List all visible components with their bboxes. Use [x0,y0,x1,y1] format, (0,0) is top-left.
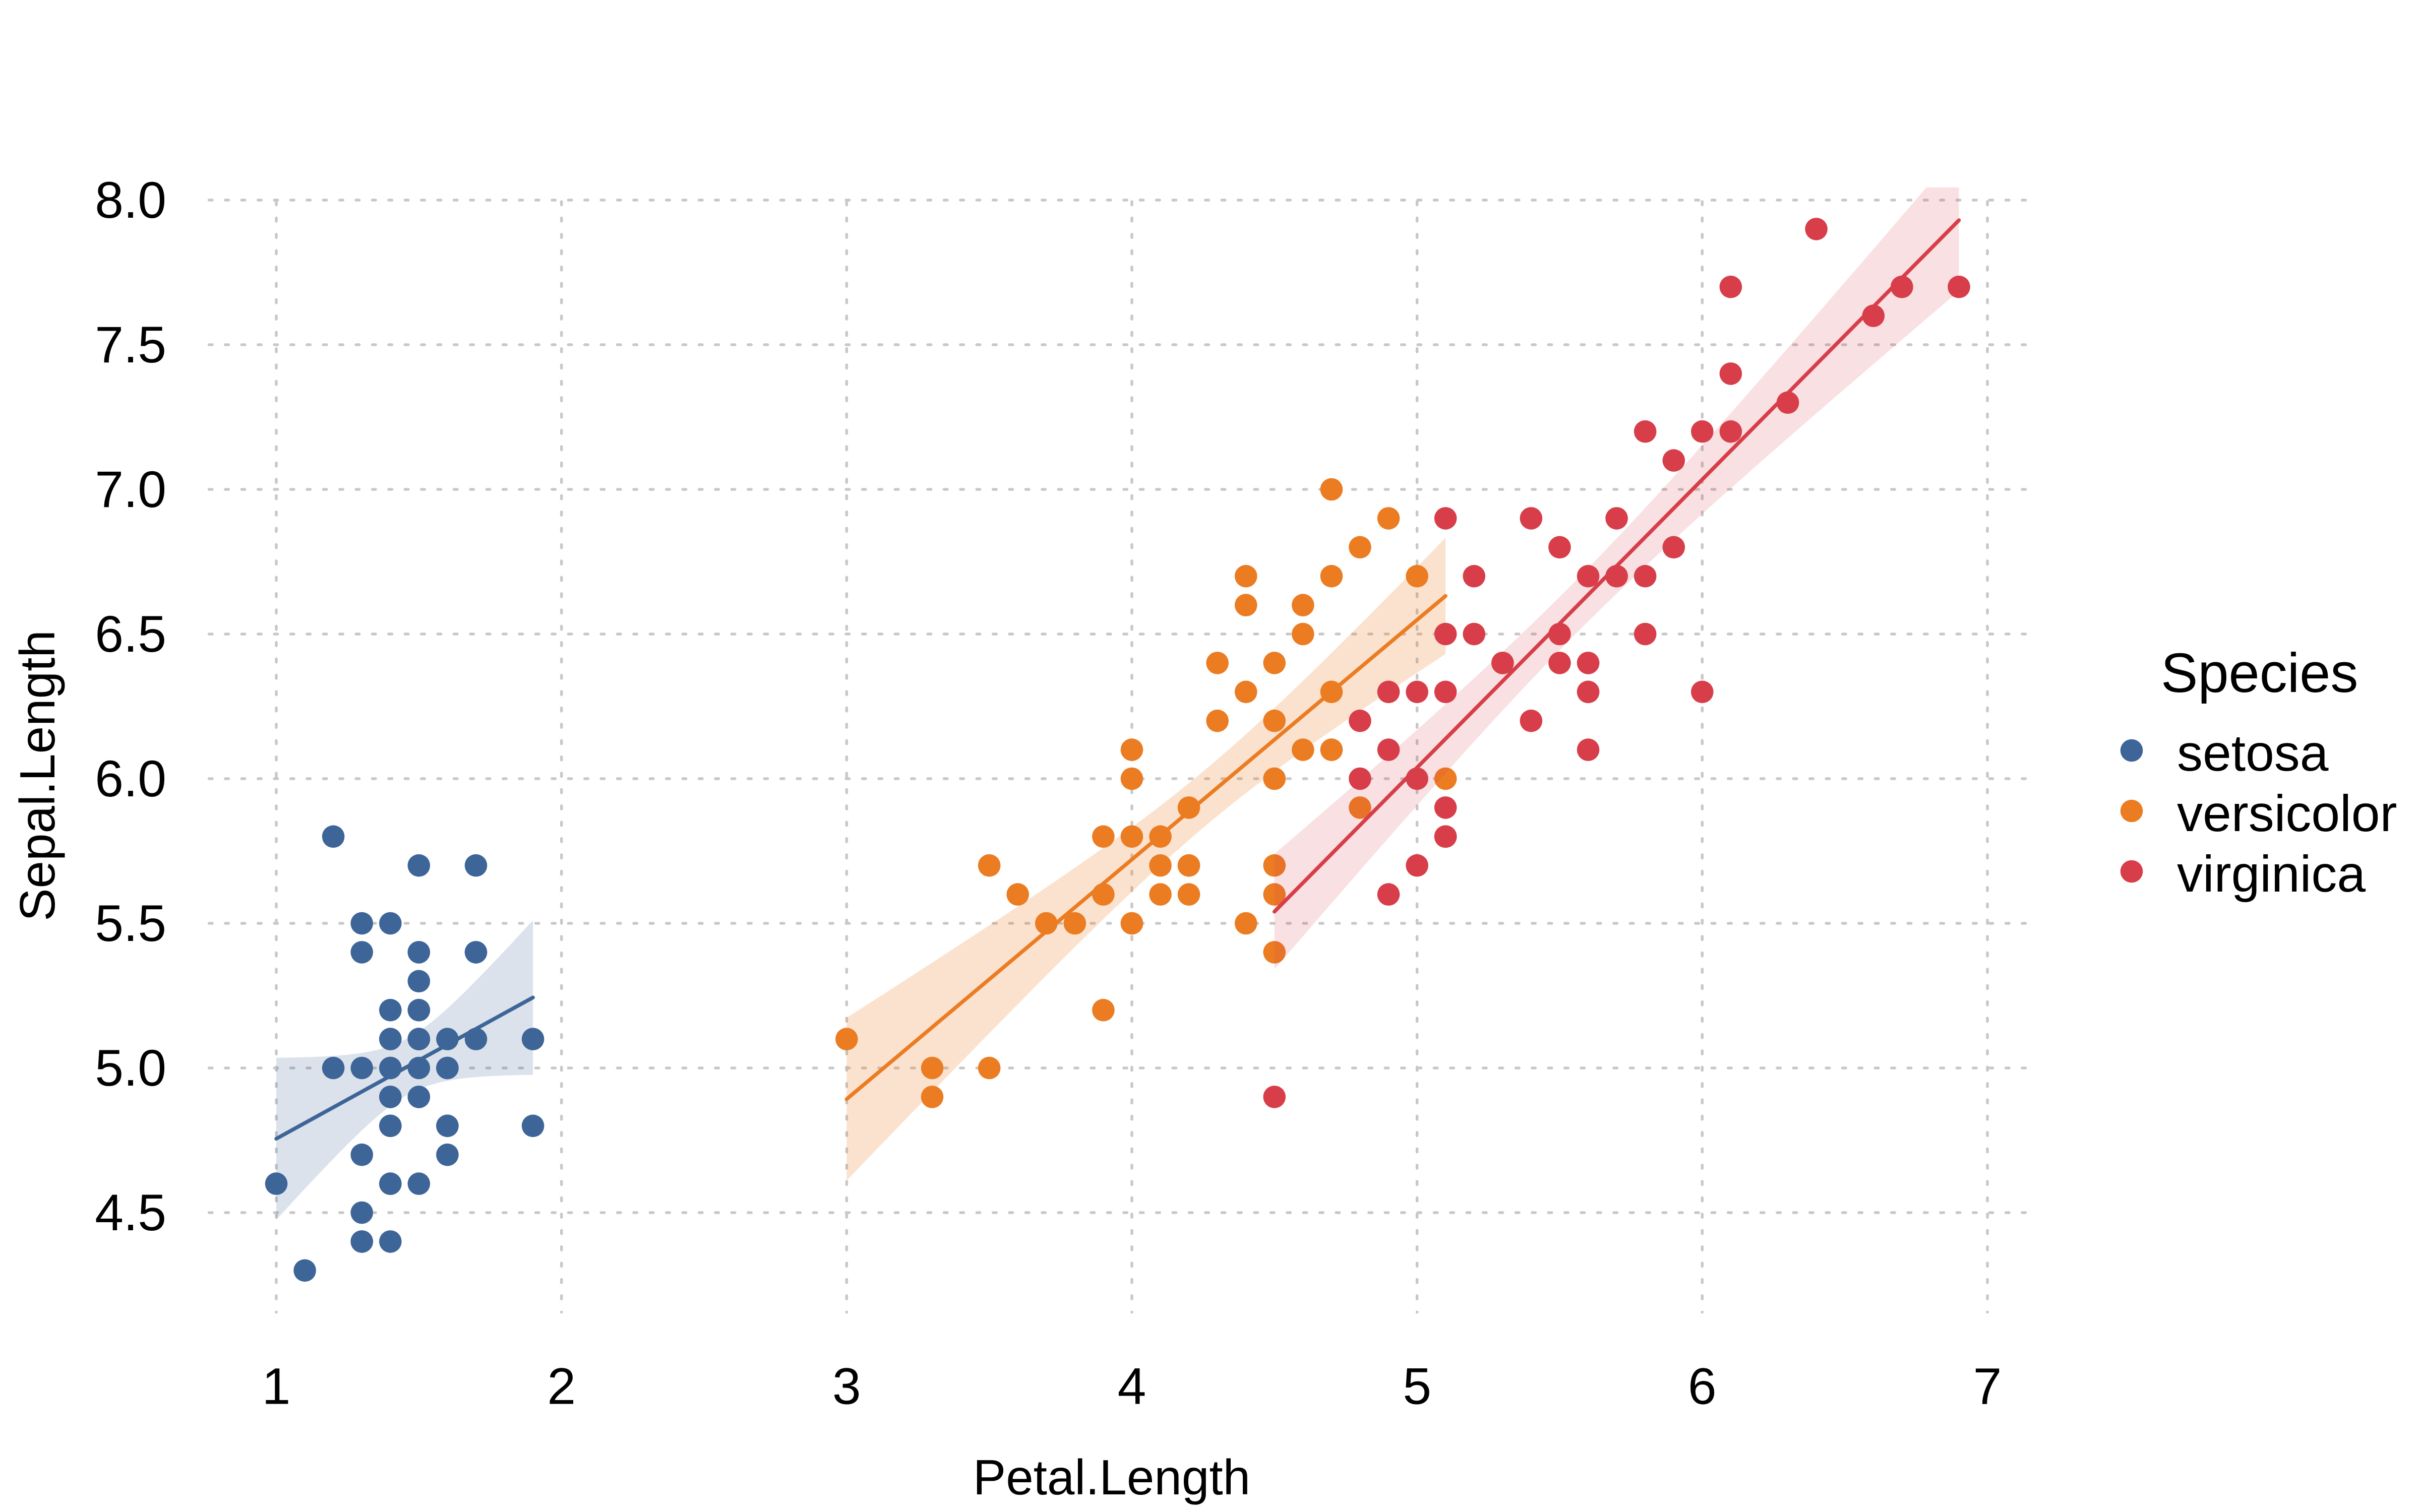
svg-text:2: 2 [547,1358,576,1415]
svg-text:8.0: 8.0 [95,171,166,229]
svg-text:6: 6 [1688,1358,1717,1415]
svg-text:Sepal.Length: Sepal.Length [10,630,65,921]
svg-text:4.5: 4.5 [95,1184,166,1241]
svg-text:versicolor: versicolor [2177,785,2397,842]
svg-text:6.0: 6.0 [95,750,166,807]
svg-text:5.5: 5.5 [95,895,166,952]
svg-text:Petal.Length: Petal.Length [973,1450,1250,1505]
svg-text:3: 3 [832,1358,861,1415]
svg-text:virginica: virginica [2177,845,2366,903]
svg-text:5: 5 [1403,1358,1431,1415]
svg-text:6.5: 6.5 [95,605,166,663]
svg-text:Species: Species [2161,642,2358,704]
svg-text:1: 1 [262,1358,291,1415]
svg-text:7.5: 7.5 [95,316,166,373]
svg-text:4: 4 [1118,1358,1146,1415]
svg-text:5.0: 5.0 [95,1039,166,1097]
svg-text:7: 7 [1973,1358,2002,1415]
svg-text:setosa: setosa [2177,724,2329,782]
svg-text:7.0: 7.0 [95,461,166,518]
